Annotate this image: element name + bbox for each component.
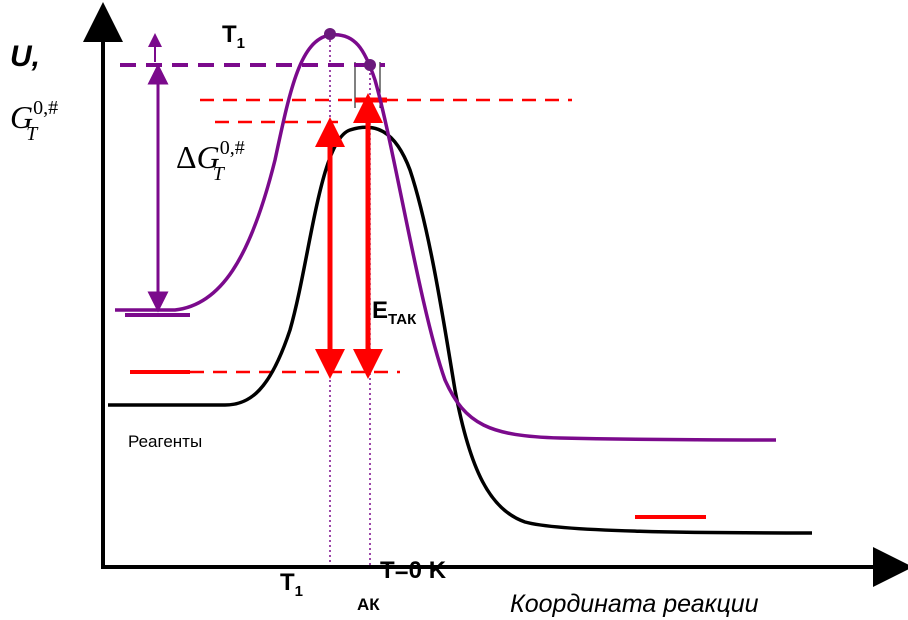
sub: T	[26, 123, 39, 145]
base: E	[372, 297, 388, 324]
base: G	[197, 139, 220, 175]
base: G	[10, 99, 33, 135]
complex-label: АК	[357, 595, 380, 614]
prefix: Δ	[176, 139, 197, 175]
sub: 1	[295, 583, 303, 600]
guides	[120, 40, 706, 565]
temp-label: T1	[280, 569, 303, 600]
point	[364, 59, 376, 71]
base: T	[222, 21, 237, 48]
sup: 0,#	[220, 137, 245, 159]
sub: T	[213, 163, 226, 185]
x-axis-label: Координата реакции	[510, 590, 759, 618]
sub: ТАК	[388, 311, 417, 328]
y-axis-label: U,	[10, 40, 40, 73]
point	[324, 28, 336, 40]
zero-temp-label: T=0 K	[380, 557, 447, 584]
axes	[83, 2, 908, 587]
sub: 1	[237, 35, 245, 52]
reagents-label: Реагенты	[128, 432, 202, 451]
sup: 0,#	[33, 97, 58, 119]
activation-label: EТАК	[372, 297, 417, 328]
curve-purple	[115, 33, 777, 442]
energy-label: G0,# T	[10, 97, 58, 145]
temp-label: T1	[222, 21, 245, 52]
delta-label: ΔG0,# T	[176, 137, 245, 185]
curve-black	[108, 125, 813, 535]
base: T	[280, 569, 295, 596]
